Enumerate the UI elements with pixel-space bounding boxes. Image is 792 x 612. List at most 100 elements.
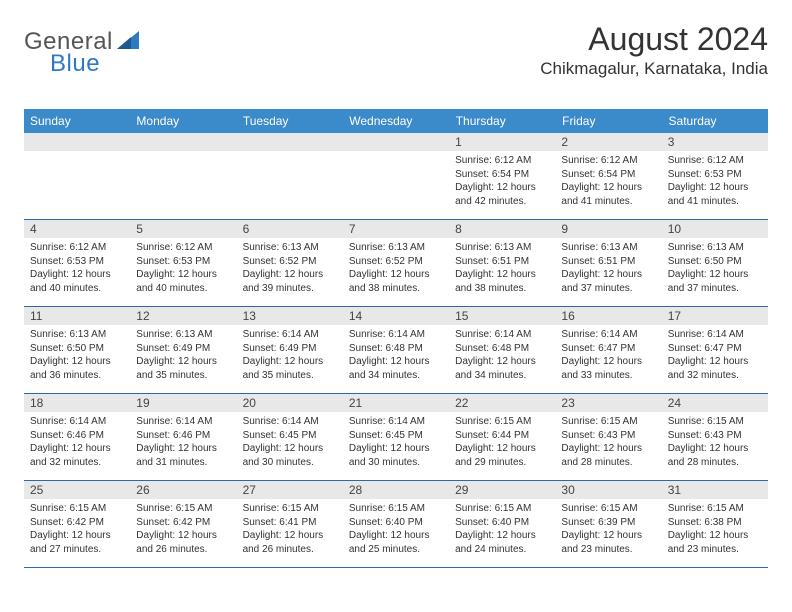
day-cell — [24, 133, 130, 219]
day-body: Sunrise: 6:14 AMSunset: 6:49 PMDaylight:… — [237, 325, 343, 386]
weekday-header: Sunday — [24, 109, 130, 133]
sunset-text: Sunset: 6:54 PM — [455, 168, 549, 182]
daylight-text: Daylight: 12 hours — [136, 268, 230, 282]
day-cell: 23Sunrise: 6:15 AMSunset: 6:43 PMDayligh… — [555, 394, 661, 480]
day-number: 19 — [130, 394, 236, 412]
day-body: Sunrise: 6:12 AMSunset: 6:53 PMDaylight:… — [662, 151, 768, 212]
daylight-text: and 31 minutes. — [136, 456, 230, 470]
daylight-text: Daylight: 12 hours — [243, 529, 337, 543]
day-number: 3 — [662, 133, 768, 151]
sunrise-text: Sunrise: 6:15 AM — [455, 415, 549, 429]
day-body: Sunrise: 6:14 AMSunset: 6:46 PMDaylight:… — [24, 412, 130, 473]
daylight-text: and 27 minutes. — [30, 543, 124, 557]
day-number: 4 — [24, 220, 130, 238]
day-cell: 24Sunrise: 6:15 AMSunset: 6:43 PMDayligh… — [662, 394, 768, 480]
day-cell: 31Sunrise: 6:15 AMSunset: 6:38 PMDayligh… — [662, 481, 768, 567]
daylight-text: Daylight: 12 hours — [349, 529, 443, 543]
sunrise-text: Sunrise: 6:13 AM — [455, 241, 549, 255]
day-body: Sunrise: 6:14 AMSunset: 6:47 PMDaylight:… — [555, 325, 661, 386]
sunset-text: Sunset: 6:49 PM — [136, 342, 230, 356]
week-row: 25Sunrise: 6:15 AMSunset: 6:42 PMDayligh… — [24, 481, 768, 568]
daylight-text: and 34 minutes. — [455, 369, 549, 383]
sunset-text: Sunset: 6:38 PM — [668, 516, 762, 530]
day-body: Sunrise: 6:14 AMSunset: 6:46 PMDaylight:… — [130, 412, 236, 473]
daylight-text: and 30 minutes. — [243, 456, 337, 470]
sunset-text: Sunset: 6:53 PM — [136, 255, 230, 269]
day-cell — [237, 133, 343, 219]
week-row: 1Sunrise: 6:12 AMSunset: 6:54 PMDaylight… — [24, 133, 768, 220]
day-number: 26 — [130, 481, 236, 499]
day-number: 22 — [449, 394, 555, 412]
sunset-text: Sunset: 6:45 PM — [349, 429, 443, 443]
day-body: Sunrise: 6:13 AMSunset: 6:49 PMDaylight:… — [130, 325, 236, 386]
day-cell: 13Sunrise: 6:14 AMSunset: 6:49 PMDayligh… — [237, 307, 343, 393]
sunrise-text: Sunrise: 6:13 AM — [561, 241, 655, 255]
day-body: Sunrise: 6:14 AMSunset: 6:48 PMDaylight:… — [343, 325, 449, 386]
day-number: 6 — [237, 220, 343, 238]
sunset-text: Sunset: 6:41 PM — [243, 516, 337, 530]
daylight-text: and 24 minutes. — [455, 543, 549, 557]
daylight-text: Daylight: 12 hours — [668, 442, 762, 456]
daylight-text: and 35 minutes. — [243, 369, 337, 383]
sunset-text: Sunset: 6:47 PM — [668, 342, 762, 356]
daylight-text: and 28 minutes. — [561, 456, 655, 470]
sunset-text: Sunset: 6:50 PM — [30, 342, 124, 356]
daylight-text: and 40 minutes. — [136, 282, 230, 296]
daylight-text: Daylight: 12 hours — [668, 529, 762, 543]
sunrise-text: Sunrise: 6:12 AM — [668, 154, 762, 168]
day-cell: 3Sunrise: 6:12 AMSunset: 6:53 PMDaylight… — [662, 133, 768, 219]
sunset-text: Sunset: 6:49 PM — [243, 342, 337, 356]
sunrise-text: Sunrise: 6:14 AM — [243, 328, 337, 342]
weeks-container: 1Sunrise: 6:12 AMSunset: 6:54 PMDaylight… — [24, 133, 768, 568]
daylight-text: and 32 minutes. — [668, 369, 762, 383]
daylight-text: Daylight: 12 hours — [561, 355, 655, 369]
day-number: 5 — [130, 220, 236, 238]
daylight-text: and 41 minutes. — [561, 195, 655, 209]
sunset-text: Sunset: 6:52 PM — [243, 255, 337, 269]
daylight-text: and 40 minutes. — [30, 282, 124, 296]
sunset-text: Sunset: 6:53 PM — [668, 168, 762, 182]
day-number: 16 — [555, 307, 661, 325]
sunset-text: Sunset: 6:45 PM — [243, 429, 337, 443]
day-body: Sunrise: 6:13 AMSunset: 6:50 PMDaylight:… — [24, 325, 130, 386]
sunrise-text: Sunrise: 6:14 AM — [30, 415, 124, 429]
sunset-text: Sunset: 6:48 PM — [455, 342, 549, 356]
day-cell: 6Sunrise: 6:13 AMSunset: 6:52 PMDaylight… — [237, 220, 343, 306]
day-cell: 25Sunrise: 6:15 AMSunset: 6:42 PMDayligh… — [24, 481, 130, 567]
day-body: Sunrise: 6:12 AMSunset: 6:53 PMDaylight:… — [130, 238, 236, 299]
daylight-text: and 38 minutes. — [455, 282, 549, 296]
day-body: Sunrise: 6:13 AMSunset: 6:51 PMDaylight:… — [555, 238, 661, 299]
daylight-text: and 29 minutes. — [455, 456, 549, 470]
sunrise-text: Sunrise: 6:12 AM — [561, 154, 655, 168]
day-cell: 2Sunrise: 6:12 AMSunset: 6:54 PMDaylight… — [555, 133, 661, 219]
sunrise-text: Sunrise: 6:13 AM — [136, 328, 230, 342]
day-cell — [343, 133, 449, 219]
day-number — [237, 133, 343, 151]
sunset-text: Sunset: 6:40 PM — [455, 516, 549, 530]
daylight-text: and 37 minutes. — [668, 282, 762, 296]
daylight-text: Daylight: 12 hours — [455, 355, 549, 369]
day-cell: 14Sunrise: 6:14 AMSunset: 6:48 PMDayligh… — [343, 307, 449, 393]
daylight-text: Daylight: 12 hours — [561, 442, 655, 456]
day-cell: 9Sunrise: 6:13 AMSunset: 6:51 PMDaylight… — [555, 220, 661, 306]
sunrise-text: Sunrise: 6:14 AM — [349, 415, 443, 429]
day-cell: 29Sunrise: 6:15 AMSunset: 6:40 PMDayligh… — [449, 481, 555, 567]
day-body: Sunrise: 6:12 AMSunset: 6:54 PMDaylight:… — [449, 151, 555, 212]
day-body: Sunrise: 6:12 AMSunset: 6:53 PMDaylight:… — [24, 238, 130, 299]
day-body: Sunrise: 6:15 AMSunset: 6:38 PMDaylight:… — [662, 499, 768, 560]
day-body: Sunrise: 6:15 AMSunset: 6:40 PMDaylight:… — [449, 499, 555, 560]
sunrise-text: Sunrise: 6:13 AM — [349, 241, 443, 255]
weekday-header: Tuesday — [237, 109, 343, 133]
day-cell: 7Sunrise: 6:13 AMSunset: 6:52 PMDaylight… — [343, 220, 449, 306]
sunset-text: Sunset: 6:43 PM — [668, 429, 762, 443]
daylight-text: and 25 minutes. — [349, 543, 443, 557]
sunset-text: Sunset: 6:39 PM — [561, 516, 655, 530]
day-number: 18 — [24, 394, 130, 412]
day-number: 31 — [662, 481, 768, 499]
day-cell: 18Sunrise: 6:14 AMSunset: 6:46 PMDayligh… — [24, 394, 130, 480]
sunset-text: Sunset: 6:52 PM — [349, 255, 443, 269]
sunset-text: Sunset: 6:42 PM — [30, 516, 124, 530]
day-body: Sunrise: 6:15 AMSunset: 6:43 PMDaylight:… — [555, 412, 661, 473]
day-cell: 8Sunrise: 6:13 AMSunset: 6:51 PMDaylight… — [449, 220, 555, 306]
day-body — [237, 151, 343, 211]
